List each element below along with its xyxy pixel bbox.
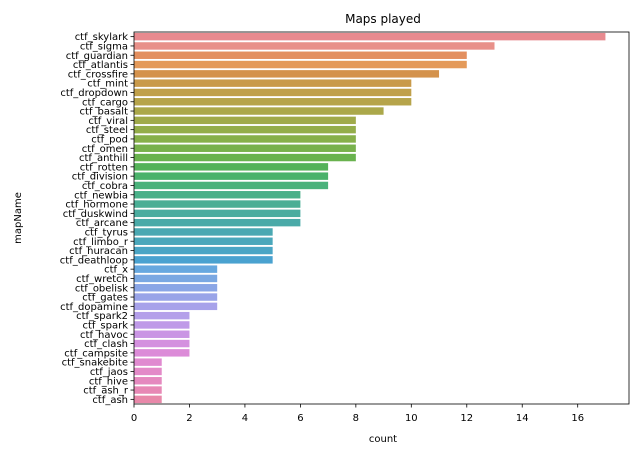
bar-ctf_crossfire: [134, 70, 440, 78]
y-tick-label: ctf_dropdown: [60, 88, 128, 99]
bar-ctf_havoc: [134, 330, 190, 338]
y-tick-label: ctf_spark2: [76, 311, 128, 322]
bar-ctf_cobra: [134, 181, 329, 190]
bar-ctf_jaos: [134, 367, 162, 376]
bar-ctf_sigma: [134, 42, 495, 50]
bar-ctf_x: [134, 265, 218, 273]
bars-group: [134, 32, 606, 404]
y-tick-label: ctf_huracan: [69, 246, 128, 257]
y-tick-label: ctf_pod: [91, 134, 128, 145]
y-tick-label: ctf_cobra: [82, 181, 128, 192]
bar-ctf_huracan: [134, 246, 273, 255]
y-tick-label: ctf_sigma: [80, 41, 128, 52]
bar-ctf_cargo: [134, 98, 412, 106]
y-tick-label: ctf_havoc: [80, 330, 128, 341]
y-tick-label: ctf_omen: [82, 144, 128, 155]
y-tick-label: ctf_x: [104, 265, 128, 276]
bar-ctf_ash: [134, 395, 162, 404]
bar-ctf_duskwind: [134, 209, 301, 218]
bar-ctf_newbia: [134, 191, 301, 199]
bar-ctf_wretch: [134, 274, 218, 283]
bar-ctf_pod: [134, 135, 356, 143]
bar-ctf_division: [134, 172, 329, 180]
bar-ctf_limbo_r: [134, 237, 273, 245]
y-tick-label: ctf_division: [72, 172, 128, 183]
x-axis-label: count: [369, 434, 397, 445]
y-tick-label: ctf_viral: [88, 116, 128, 127]
x-tick-label: 8: [353, 413, 359, 424]
y-tick-label: ctf_spark: [82, 320, 128, 331]
bar-ctf_arcane: [134, 218, 301, 227]
y-tick-label: ctf_steel: [86, 125, 128, 136]
bar-ctf_basalt: [134, 107, 384, 115]
x-tick-label: 0: [131, 413, 137, 424]
bar-ctf_rotten: [134, 163, 329, 171]
bar-ctf_snakebite: [134, 358, 162, 366]
bar-ctf_omen: [134, 144, 356, 152]
plot-frame: [133, 31, 630, 405]
y-tick-label: ctf_obelisk: [75, 283, 128, 294]
x-tick-label: 6: [297, 413, 303, 424]
y-tick-label: ctf_guardian: [66, 51, 128, 62]
x-tick-label: 2: [186, 413, 192, 424]
y-tick-label: ctf_newbia: [74, 190, 128, 201]
y-tick-label: ctf_gates: [82, 293, 128, 304]
bar-ctf_obelisk: [134, 284, 218, 292]
y-tick-label: ctf_arcane: [76, 218, 128, 229]
y-tick-label: ctf_rotten: [80, 162, 128, 173]
y-tick-label: ctf_cargo: [82, 97, 128, 108]
x-tick-label: 16: [571, 413, 584, 424]
y-tick-label: ctf_atlantis: [73, 60, 128, 71]
bar-ctf_hormone: [134, 200, 301, 208]
bar-ctf_dopamine: [134, 302, 218, 311]
y-tick-label: ctf_crossfire: [68, 69, 128, 80]
x-tick-label: 4: [242, 413, 248, 424]
y-tick-label: ctf_clash: [84, 339, 128, 350]
bar-ctf_spark2: [134, 311, 190, 320]
bar-ctf_anthill: [134, 153, 356, 162]
bar-ctf_hive: [134, 377, 162, 385]
y-tick-label: ctf_jaos: [90, 367, 128, 378]
chart-title: Maps played: [345, 12, 421, 26]
y-tick-label: ctf_basalt: [80, 107, 129, 118]
bar-ctf_dropdown: [134, 88, 412, 97]
y-tick-label: ctf_campsite: [64, 348, 128, 359]
y-tick-label: ctf_deathloop: [60, 255, 128, 266]
y-tick-label: ctf_hormone: [65, 200, 128, 211]
y-tick-label: ctf_anthill: [79, 153, 128, 164]
bar-ctf_campsite: [134, 349, 190, 357]
bar-ctf_clash: [134, 339, 190, 348]
bar-ctf_gates: [134, 293, 218, 301]
bar-ctf_skylark: [134, 32, 606, 41]
y-tick-label: ctf_mint: [87, 79, 128, 90]
bar-ctf_ash_r: [134, 386, 162, 394]
bar-ctf_steel: [134, 125, 356, 134]
x-tick-label: 12: [460, 413, 473, 424]
bar-ctf_deathloop: [134, 256, 273, 264]
y-tick-label: ctf_snakebite: [62, 358, 128, 369]
y-tick-label: ctf_tyrus: [85, 227, 128, 238]
bar-ctf_atlantis: [134, 60, 467, 69]
y-tick-label: ctf_skylark: [75, 32, 129, 43]
y-tick-label: ctf_wretch: [76, 274, 128, 285]
y-tick-label: ctf_ash_r: [83, 386, 129, 397]
y-tick-labels: ctf_skylarkctf_sigmactf_guardianctf_atla…: [60, 32, 134, 406]
bar-ctf_guardian: [134, 51, 467, 59]
x-ticks: 0 2 4 6 8 10 12 14 16: [131, 404, 584, 424]
bar-ctf_viral: [134, 116, 356, 125]
y-axis-label: mapName: [13, 192, 24, 244]
bar-ctf_spark: [134, 321, 190, 329]
y-tick-label: ctf_duskwind: [63, 209, 128, 220]
y-tick-label: ctf_limbo_r: [73, 237, 129, 248]
bar-ctf_tyrus: [134, 228, 273, 236]
x-tick-label: 10: [405, 413, 418, 424]
x-tick-label: 14: [516, 413, 529, 424]
y-tick-label: ctf_hive: [89, 376, 128, 387]
y-tick-label: ctf_dopamine: [60, 302, 128, 313]
bar-ctf_mint: [134, 79, 412, 87]
y-tick-label: ctf_ash: [92, 395, 128, 406]
